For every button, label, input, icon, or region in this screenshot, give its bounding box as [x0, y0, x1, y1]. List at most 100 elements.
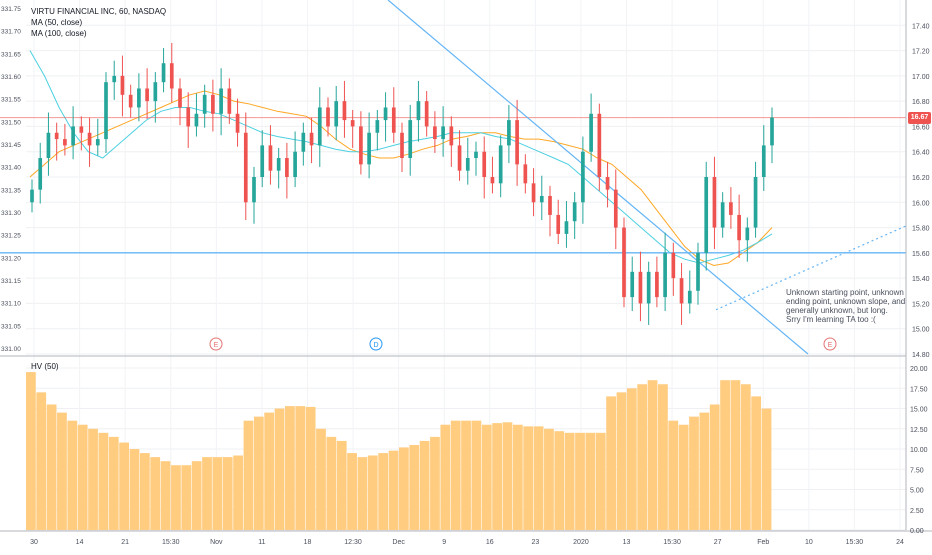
time-tick-label: 2020 [573, 539, 589, 546]
hv-bar [564, 432, 575, 530]
candle-body [687, 290, 692, 304]
candle-body [79, 126, 84, 133]
left-tick-label: 331.35 [1, 187, 21, 194]
candle-body [38, 158, 43, 190]
price-tick-label: 15.20 [912, 301, 930, 308]
hv-bar [36, 392, 47, 530]
hv-bar [637, 384, 648, 530]
hv-bar [616, 392, 627, 530]
candle-body [326, 107, 330, 127]
candle-body [531, 183, 536, 203]
right-axis-bg [906, 0, 932, 550]
hv-bar [430, 436, 440, 530]
event-marker-e[interactable]: E [209, 337, 223, 351]
event-marker-letter: D [373, 342, 378, 349]
hv-bar [367, 455, 378, 530]
candle-body [753, 177, 758, 228]
candle-body [260, 145, 265, 177]
price-tick-label: 15.80 [912, 226, 930, 233]
hv-bar [108, 436, 119, 530]
candle-body [646, 271, 651, 304]
hv-bar [554, 431, 565, 530]
price-tick-label: 17.00 [912, 74, 930, 81]
candle-body [408, 120, 413, 159]
candle-body [523, 164, 528, 184]
candle-body [770, 117, 774, 146]
hv-bar [347, 453, 357, 530]
time-tick-label: 13 [623, 539, 631, 546]
left-tick-label: 331.50 [1, 119, 21, 126]
price-tick-label: 14.80 [912, 352, 930, 359]
price-tick-label: 17.20 [912, 49, 930, 56]
candle-body [671, 252, 676, 279]
hv-bar [336, 440, 347, 530]
candle-body [268, 145, 273, 171]
candle-body [137, 88, 141, 108]
candle-body [638, 271, 643, 304]
price-tick-label: 17.40 [912, 23, 930, 30]
left-tick-label: 331.60 [1, 74, 21, 81]
price-tick-label: 16.80 [912, 99, 930, 106]
candle-body [235, 113, 240, 133]
candle-body [219, 88, 223, 114]
hv-bar [243, 420, 254, 530]
left-tick-label: 331.00 [1, 346, 21, 353]
candle-body [663, 252, 667, 298]
left-tick-label: 331.15 [1, 278, 21, 285]
candle-body [342, 101, 347, 121]
candle-body [696, 252, 700, 291]
candle-body [112, 75, 117, 83]
hv-legend[interactable]: HV (50) [31, 362, 59, 371]
hv-bar [461, 420, 471, 530]
time-tick-label: 10 [805, 539, 813, 546]
candle-body [128, 94, 133, 108]
symbol-title[interactable]: VIRTU FINANCIAL INC, 60, NASDAQ [31, 7, 167, 16]
hv-bar [139, 453, 150, 530]
hv-bar [326, 436, 337, 530]
event-marker-e[interactable]: E [823, 337, 837, 351]
candle-body [433, 126, 437, 140]
left-tick-label: 331.45 [1, 142, 21, 149]
candle-body [449, 126, 454, 146]
candle-body [367, 132, 371, 165]
candle-body [581, 151, 585, 203]
hv-bar [399, 447, 409, 530]
candle-body [317, 107, 322, 146]
ma100-legend[interactable]: MA (100, close) [31, 29, 87, 38]
ma50-legend[interactable]: MA (50, close) [31, 18, 83, 27]
hv-bar [77, 424, 88, 530]
price-tick-label: 15.40 [912, 276, 930, 283]
hv-bar [585, 432, 596, 530]
candle-body [202, 94, 207, 114]
candle-body [252, 177, 256, 203]
candle-body [482, 151, 487, 177]
candle-body [391, 107, 396, 133]
hv-bar [720, 380, 730, 530]
hv-bar [305, 406, 316, 530]
candle-body [169, 63, 174, 89]
candle-body [309, 132, 314, 146]
event-marker-letter: E [214, 342, 219, 349]
hv-bar [233, 455, 243, 530]
candle-body [194, 113, 199, 127]
candle-body [498, 145, 503, 184]
chart-legend: VIRTU FINANCIAL INC, 60, NASDAQ MA (50, … [31, 6, 166, 39]
left-tick-label: 331.30 [1, 210, 21, 217]
candle-body [145, 88, 149, 102]
hv-bar [492, 423, 503, 530]
time-tick-label: 18 [304, 539, 312, 546]
chart-annotation[interactable]: Unknown starting point, unknown ending p… [786, 288, 906, 324]
candle-body [243, 132, 248, 203]
candle-body [276, 158, 281, 171]
event-marker-d[interactable]: D [369, 337, 383, 351]
candle-body [301, 132, 306, 152]
time-tick-label: 11 [258, 539, 265, 546]
candle-body [186, 107, 191, 127]
candle-body [285, 158, 289, 177]
hv-bar [678, 424, 689, 530]
event-marker-ring [823, 337, 837, 351]
hv-bar [160, 461, 171, 530]
